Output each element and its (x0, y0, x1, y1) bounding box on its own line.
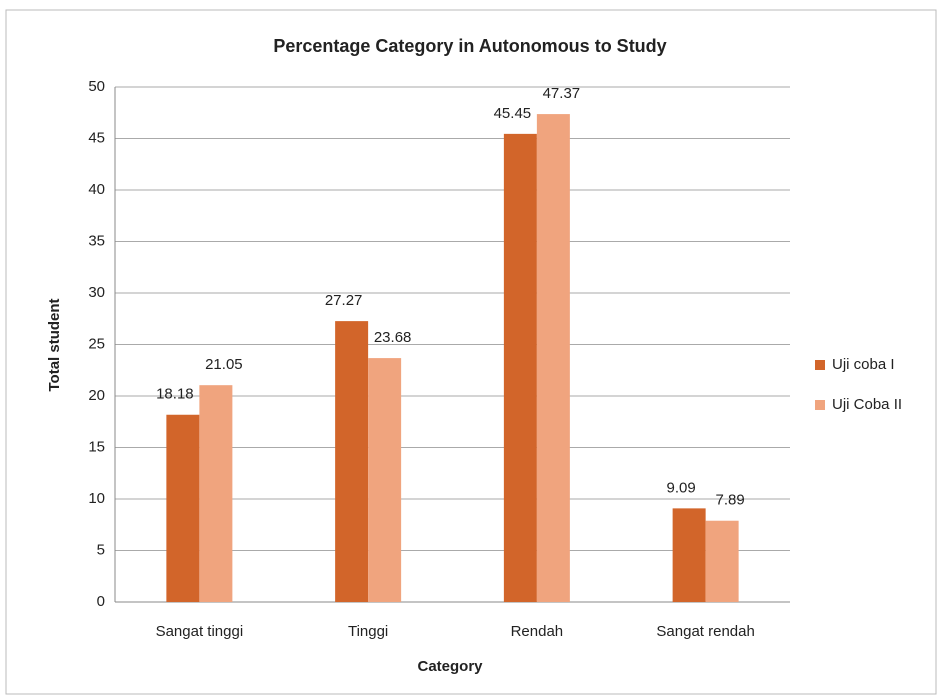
legend-swatch (815, 360, 825, 370)
data-label: 18.18 (156, 386, 194, 403)
y-tick-label: 0 (97, 593, 105, 610)
data-label: 47.37 (543, 85, 581, 102)
bar (536, 114, 570, 603)
y-tick-label: 35 (88, 232, 105, 249)
chart-title: Percentage Category in Autonomous to Stu… (273, 36, 666, 56)
data-label: 7.89 (716, 492, 745, 509)
bar (705, 520, 739, 602)
y-tick-label: 5 (97, 541, 105, 558)
y-tick-label: 15 (88, 438, 105, 455)
y-tick-label: 50 (88, 78, 105, 95)
y-axis-title: Total student (46, 298, 63, 391)
y-tick-label: 45 (88, 129, 105, 146)
legend-label: Uji Coba II (832, 396, 902, 413)
bar (368, 358, 402, 602)
bar (199, 385, 233, 602)
y-tick-label: 20 (88, 387, 105, 404)
legend-swatch (815, 400, 825, 410)
data-label: 27.27 (325, 292, 363, 309)
x-tick-label: Sangat rendah (656, 623, 754, 640)
data-label: 9.09 (667, 479, 696, 496)
y-tick-label: 25 (88, 335, 105, 352)
legend-label: Uji coba I (832, 356, 895, 373)
x-axis-title: Category (417, 658, 483, 675)
chart-border (5, 9, 937, 695)
bar (503, 133, 537, 603)
bar (672, 508, 706, 602)
bar (335, 321, 369, 602)
data-label: 23.68 (374, 329, 412, 346)
y-tick-label: 10 (88, 490, 105, 507)
data-label: 21.05 (205, 356, 243, 373)
y-tick-label: 40 (88, 181, 105, 198)
x-tick-label: Sangat tinggi (156, 623, 244, 640)
x-tick-label: Rendah (511, 623, 564, 640)
data-label: 45.45 (494, 105, 532, 122)
x-tick-label: Tinggi (348, 623, 388, 640)
y-tick-label: 30 (88, 284, 105, 301)
bar (166, 414, 200, 602)
